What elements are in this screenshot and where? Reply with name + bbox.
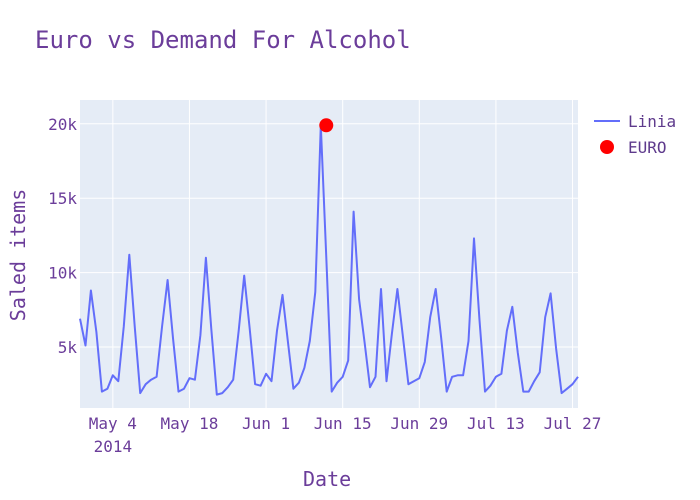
x-axis-label: Date <box>303 467 352 491</box>
legend-item-euro[interactable]: EURO <box>592 134 676 160</box>
x-tick-label: Jun 15 <box>314 414 372 433</box>
x-tick-label: May 4 2014 <box>89 414 137 456</box>
series-line-linia <box>79 124 579 396</box>
y-tick-label: 10k <box>48 264 77 283</box>
y-axis-label: Saled items <box>6 188 30 322</box>
x-tick-label: Jun 29 <box>390 414 448 433</box>
y-tick-label: 20k <box>48 115 77 134</box>
legend-label: EURO <box>628 137 667 157</box>
x-tick-label: Jun 1 <box>242 414 290 433</box>
x-tick-label: Jul 27 <box>544 414 602 433</box>
legend-item-linia[interactable]: Linia <box>592 108 676 134</box>
chart-title: Euro vs Demand For Alcohol <box>35 26 411 54</box>
legend-dot-swatch <box>592 137 622 157</box>
x-tick-label: Jul 13 <box>467 414 525 433</box>
plot-background <box>80 100 578 408</box>
euro-marker-point[interactable] <box>319 118 334 133</box>
legend-line-swatch <box>592 111 622 131</box>
y-tick-labels: 5k 10k 15k 20k <box>48 115 77 357</box>
y-tick-label: 15k <box>48 189 77 208</box>
legend-label: Linia <box>628 111 677 131</box>
x-tick-labels: May 4 2014 May 18 Jun 1 Jun 15 Jun 29 Jul 13 Ju… <box>89 414 602 456</box>
y-tick-label: 5k <box>58 338 78 357</box>
x-tick-label: May 18 <box>161 414 219 433</box>
series-marker-group <box>319 118 334 133</box>
series-line-group <box>79 124 579 396</box>
legend[interactable]: Linia EURO <box>592 108 676 160</box>
